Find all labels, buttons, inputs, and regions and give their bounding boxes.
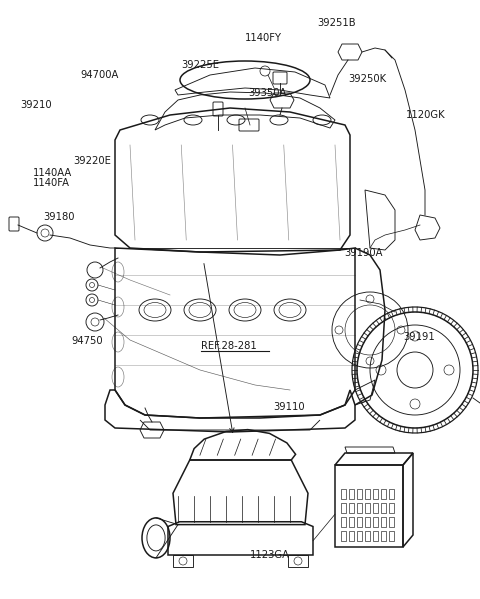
Text: 39110: 39110 <box>274 403 305 412</box>
Text: 39190A: 39190A <box>345 248 383 258</box>
Text: REF.28-281: REF.28-281 <box>201 341 256 351</box>
Text: 39251B: 39251B <box>317 18 355 28</box>
Text: 39220E: 39220E <box>73 156 111 165</box>
Text: 39191: 39191 <box>403 332 435 341</box>
Text: 39210: 39210 <box>20 101 52 110</box>
Text: 1140AA: 1140AA <box>33 168 72 177</box>
Text: 94750: 94750 <box>71 337 103 346</box>
Text: 39250K: 39250K <box>348 74 386 84</box>
Text: 94700A: 94700A <box>81 71 119 80</box>
Text: 1123GA: 1123GA <box>250 550 289 559</box>
Text: 39180: 39180 <box>43 212 75 222</box>
Text: 1120GK: 1120GK <box>406 110 445 120</box>
Text: 1140FA: 1140FA <box>33 178 70 187</box>
Text: 39225E: 39225E <box>181 60 219 69</box>
Text: 39350A: 39350A <box>249 88 287 98</box>
Text: 1140FY: 1140FY <box>245 34 282 43</box>
